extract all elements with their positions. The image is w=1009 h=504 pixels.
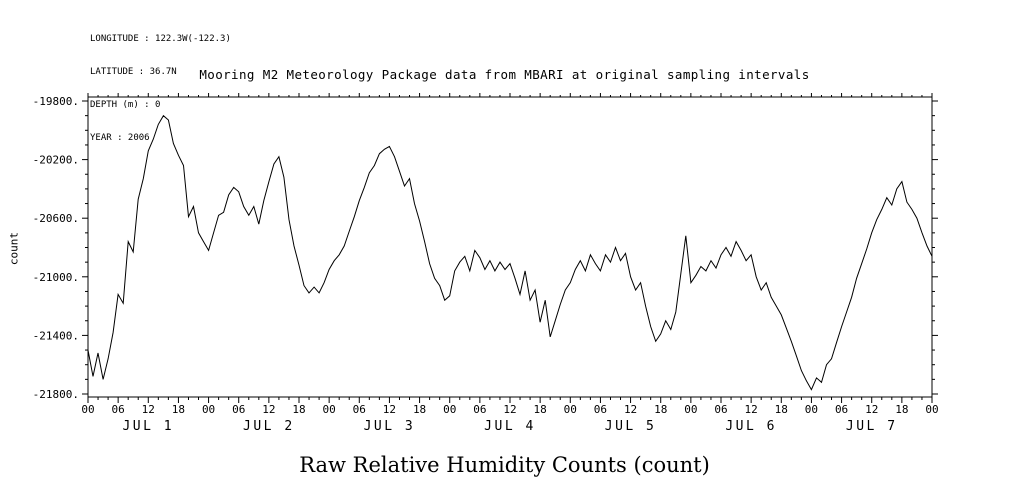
- x-tick-label: 12: [262, 403, 275, 416]
- x-tick-label: 18: [172, 403, 185, 416]
- x-tick-label: 00: [443, 403, 456, 416]
- x-tick-label: 18: [413, 403, 426, 416]
- x-tick-label: 12: [745, 403, 758, 416]
- latitude-label: LATITUDE : 36.7N: [90, 67, 177, 77]
- day-label: JUL 2: [243, 419, 295, 434]
- x-tick-label: 12: [142, 403, 155, 416]
- x-tick-label: 06: [594, 403, 607, 416]
- plot-title: Mooring M2 Meteorology Package data from…: [199, 67, 810, 82]
- x-tick-label: 06: [473, 403, 486, 416]
- x-tick-label: 06: [232, 403, 245, 416]
- x-tick-label: 06: [353, 403, 366, 416]
- x-tick-label: 00: [81, 403, 94, 416]
- longitude-label: LONGITUDE : 122.3W(-122.3): [90, 34, 231, 44]
- x-tick-label: 18: [654, 403, 667, 416]
- day-label: JUL 5: [605, 419, 657, 434]
- x-tick-label: 00: [684, 403, 697, 416]
- x-tick-label: 12: [624, 403, 637, 416]
- depth-label: DEPTH (m) : 0: [90, 100, 161, 110]
- plot-frame: [87, 96, 933, 398]
- x-tick-label: 18: [775, 403, 788, 416]
- x-tick-label: 00: [323, 403, 336, 416]
- data-polyline: [87, 114, 933, 391]
- x-tick-label: 00: [202, 403, 215, 416]
- day-label: JUL 3: [364, 419, 416, 434]
- x-tick-label: 06: [835, 403, 848, 416]
- x-axis-title: Raw Relative Humidity Counts (count): [299, 453, 710, 477]
- x-tick-label: 12: [503, 403, 516, 416]
- x-tick-label: 06: [112, 403, 125, 416]
- y-tick-label: -19800.: [33, 95, 79, 108]
- x-tick-label: 18: [292, 403, 305, 416]
- x-tick-label: 00: [805, 403, 818, 416]
- y-tick-label: -21400.: [33, 329, 79, 342]
- day-label: JUL 1: [122, 419, 174, 434]
- y-tick-label: -21000.: [33, 271, 79, 284]
- y-tick-label: -20600.: [33, 212, 79, 225]
- x-tick-label: 18: [534, 403, 547, 416]
- y-tick-label: -20200.: [33, 154, 79, 167]
- x-tick-label: 00: [564, 403, 577, 416]
- y-tick-label: -21800.: [33, 388, 79, 401]
- year-label: YEAR : 2006: [90, 133, 150, 143]
- x-tick-label: 06: [714, 403, 727, 416]
- x-tick-label: 12: [865, 403, 878, 416]
- x-tick-label: 00: [925, 403, 938, 416]
- day-label: JUL 6: [725, 419, 777, 434]
- x-tick-label: 12: [383, 403, 396, 416]
- day-label: JUL 4: [484, 419, 536, 434]
- metadata-block: LONGITUDE : 122.3W(-122.3) LATITUDE : 36…: [90, 12, 231, 166]
- x-tick-label: 18: [895, 403, 908, 416]
- day-label: JUL 7: [846, 419, 898, 434]
